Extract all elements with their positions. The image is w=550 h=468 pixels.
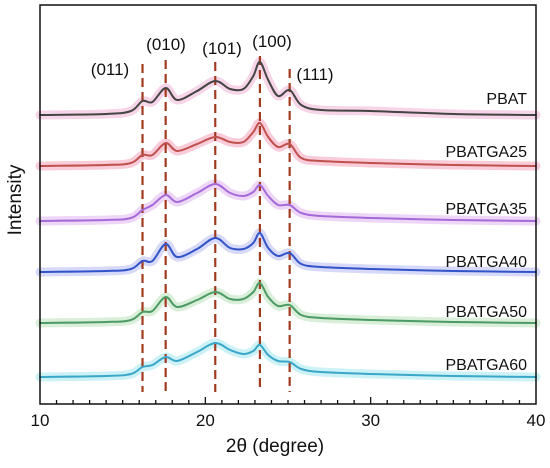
curve-line [39, 121, 537, 167]
series-label: PBATGA50 [445, 304, 527, 321]
series-label: PBAT [486, 91, 527, 108]
curve-line [39, 61, 537, 116]
series-label: PBATGA60 [445, 357, 527, 374]
curve-line [39, 342, 537, 378]
x-axis-title: 2θ (degree) [226, 436, 324, 457]
reference-line-layer [141, 56, 291, 392]
curve-line [39, 281, 537, 324]
y-axis-title: Intensity [5, 164, 26, 235]
x-tick-label: 30 [361, 411, 380, 430]
curve-layer [39, 61, 537, 378]
curve-line [39, 232, 537, 273]
x-tick-label: 10 [31, 411, 50, 430]
series-label-layer: PBAT PBATGA25 PBATGA35 PBATGA40 PBATGA50 PBAT… [445, 91, 527, 374]
peak-label: (011) [91, 60, 129, 79]
peak-label: (111) [296, 65, 333, 84]
peak-label: (101) [202, 39, 242, 58]
series-label: PBATGA40 [445, 254, 527, 271]
peak-label: (010) [146, 35, 186, 54]
curve-line [39, 183, 537, 222]
series-label: PBATGA25 [445, 144, 527, 161]
peak-label-layer: (011) (010) (101) (100)(111) [91, 32, 334, 84]
x-tick-layer: 10 20 30 40 [31, 397, 546, 430]
series-label: PBATGA35 [445, 201, 527, 218]
peak-label: (100) [252, 32, 292, 51]
x-tick-label: 20 [196, 411, 215, 430]
x-tick-label: 40 [527, 411, 546, 430]
